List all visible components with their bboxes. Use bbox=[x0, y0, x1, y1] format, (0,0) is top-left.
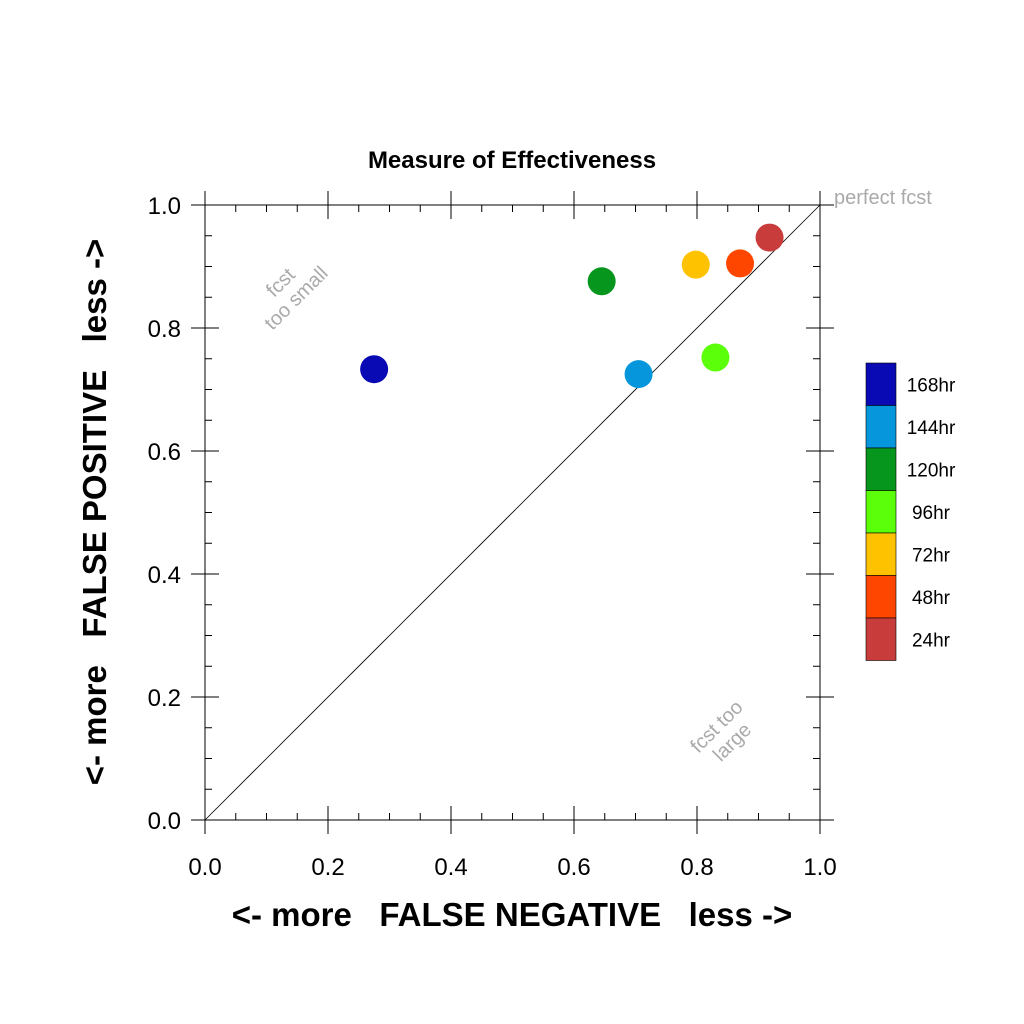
axis-ticks bbox=[191, 191, 834, 834]
y-axis-label: <- more FALSE POSITIVE less -> bbox=[76, 239, 113, 786]
plot-area bbox=[191, 191, 834, 834]
point-72hr bbox=[681, 250, 710, 279]
x-axis-label: <- more FALSE NEGATIVE less -> bbox=[232, 896, 793, 933]
y-tick-label: 0.0 bbox=[148, 808, 181, 835]
y-tick-label: 0.4 bbox=[148, 562, 181, 589]
perfect-forecast-diagonal bbox=[204, 204, 821, 821]
x-tick-label: 0.2 bbox=[311, 854, 344, 881]
legend-label-144hr: 144hr bbox=[907, 418, 956, 439]
y-tick-label: 0.6 bbox=[148, 439, 181, 466]
legend: 168hr 144hr 120hr 96hr 72hr 48hr 24hr bbox=[865, 362, 956, 661]
x-tick-labels: 0.0 0.2 0.4 0.6 0.8 1.0 bbox=[188, 854, 836, 881]
legend-swatch-48hr bbox=[865, 575, 897, 619]
legend-label-120hr: 120hr bbox=[907, 460, 956, 481]
fcst-too-large-annotation: fcst too large bbox=[686, 696, 756, 766]
legend-swatch-168hr bbox=[865, 362, 897, 406]
y-tick-labels: 0.0 0.2 0.4 0.6 0.8 1.0 bbox=[148, 193, 181, 835]
fcst-too-small-line2: too small bbox=[260, 262, 332, 334]
data-points bbox=[360, 223, 784, 389]
y-tick-label: 0.2 bbox=[148, 685, 181, 712]
point-168hr bbox=[360, 355, 389, 384]
x-tick-label: 0.4 bbox=[434, 854, 467, 881]
legend-label-48hr: 48hr bbox=[912, 588, 951, 609]
legend-label-96hr: 96hr bbox=[912, 503, 951, 524]
legend-swatch-96hr bbox=[865, 490, 897, 534]
legend-label-72hr: 72hr bbox=[912, 545, 951, 566]
y-tick-label: 0.8 bbox=[148, 316, 181, 343]
legend-swatch-72hr bbox=[865, 532, 897, 576]
legend-label-24hr: 24hr bbox=[912, 630, 951, 651]
x-tick-label: 1.0 bbox=[803, 854, 836, 881]
x-tick-label: 0.0 bbox=[188, 854, 221, 881]
point-48hr bbox=[726, 249, 755, 278]
point-96hr bbox=[701, 343, 730, 372]
legend-label-168hr: 168hr bbox=[907, 375, 956, 396]
point-144hr bbox=[624, 360, 653, 389]
x-tick-label: 0.8 bbox=[680, 854, 713, 881]
y-tick-label: 1.0 bbox=[148, 193, 181, 220]
point-24hr bbox=[755, 223, 784, 252]
fcst-too-small-annotation: fcst too small bbox=[260, 262, 332, 334]
x-tick-label: 0.6 bbox=[557, 854, 590, 881]
point-120hr bbox=[587, 267, 616, 296]
legend-swatch-120hr bbox=[865, 447, 897, 491]
legend-swatch-24hr bbox=[865, 617, 897, 661]
perfect-fcst-label: perfect fcst bbox=[834, 187, 932, 209]
legend-swatch-144hr bbox=[865, 405, 897, 449]
chart-title: Measure of Effectiveness bbox=[368, 147, 656, 174]
